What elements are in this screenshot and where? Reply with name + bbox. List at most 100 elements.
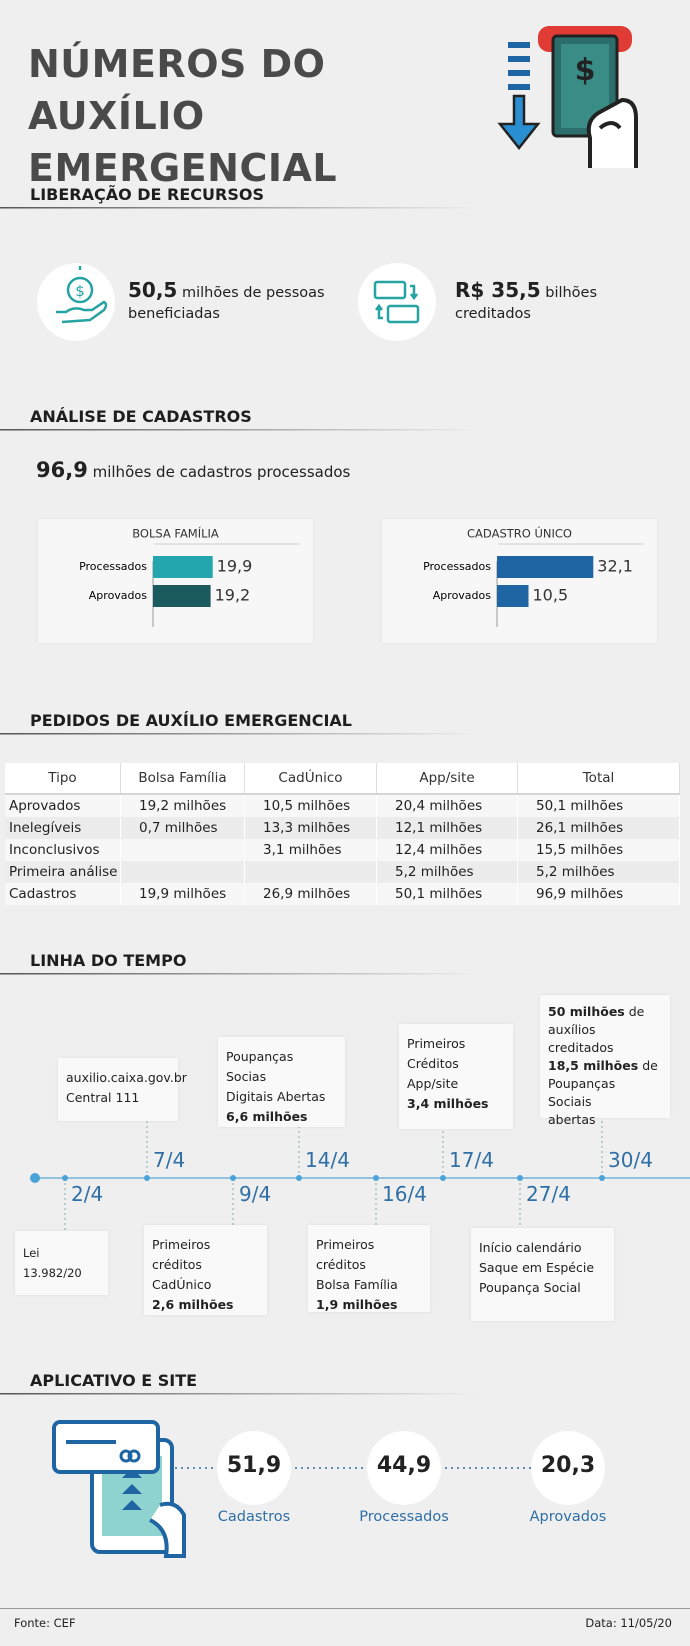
timeline-text: Poupanças Socias Digitais Abertas 6,6 milh… [226, 1047, 337, 1127]
timeline-date: 7/4 [153, 1148, 186, 1172]
stat-label: Cadastros [217, 1509, 291, 1525]
text-run: de [628, 1004, 645, 1019]
value-label: 10,5 [533, 586, 569, 605]
text-run: de [642, 1058, 658, 1073]
stat-circle [531, 1431, 605, 1505]
value-label: 19,9 [217, 557, 253, 576]
table-cell: Cadastros [5, 883, 121, 905]
table-cell: 13,3 milhões [245, 817, 377, 839]
text-run: Primeiros créditos [316, 1237, 375, 1272]
category-label: Processados [79, 560, 147, 573]
total-text: milhões de cadastros processados [92, 463, 351, 481]
stat-text: milhões de pessoas beneficiadas [128, 285, 325, 322]
timeline-date: 2/4 [71, 1182, 104, 1206]
stat-value: 44,9 [376, 1453, 432, 1478]
text-line: CadÚnico [152, 1275, 259, 1295]
stat-value: 51,9 [226, 1453, 282, 1478]
rule [0, 207, 480, 209]
stat-value: R$ 35,5 [455, 278, 541, 302]
timeline-dot [373, 1175, 379, 1181]
table-cell [121, 839, 245, 861]
table-cell: Inelegíveis [5, 817, 121, 839]
timeline-box: Primeiros créditos CadÚnico 2,6 milhões [144, 1225, 267, 1315]
timeline-date: 17/4 [449, 1148, 494, 1172]
timeline-dot [517, 1175, 523, 1181]
timeline-date: 16/4 [382, 1182, 427, 1206]
table-cell: 50,1 milhões [518, 795, 680, 817]
section-heading: ANÁLISE DE CADASTROS [30, 407, 252, 426]
timeline-box: Início calendário Saque em Espécie Poupanç… [471, 1228, 614, 1321]
text-line: abertas [548, 1111, 662, 1129]
rule [0, 1608, 690, 1609]
text-run: Saque em Espécie [479, 1260, 595, 1275]
table-cell: 15,5 milhões [518, 839, 680, 861]
rule [0, 973, 480, 975]
timeline-dot [230, 1175, 236, 1181]
table-header: Total [518, 763, 680, 793]
timeline-text: Primeiros Créditos App/site 3,4 milhões [407, 1034, 505, 1114]
timeline-box: auxilio.caixa.gov.br Central 111 [58, 1058, 187, 1121]
timeline-dot [144, 1175, 150, 1181]
category-label: Aprovados [89, 589, 147, 602]
text-run: Início calendário [479, 1240, 582, 1255]
text-line: 50 milhões de [548, 1003, 662, 1021]
table-cell: 0,7 milhões [121, 817, 245, 839]
timeline-box: Primeiros créditos Bolsa Família 1,9 milhõ… [308, 1225, 430, 1312]
stat-circle [217, 1431, 291, 1505]
text-line: 18,5 milhões de [548, 1057, 662, 1075]
bar [153, 556, 213, 578]
chart-title: CADASTRO ÚNICO [467, 526, 572, 541]
table-header: Tipo [5, 763, 121, 793]
source: Fonte: CEF [14, 1616, 76, 1630]
text-run: Central 111 [66, 1090, 140, 1105]
text-run: 1,9 milhões [316, 1297, 398, 1312]
table-header: Bolsa Família [121, 763, 245, 793]
text-line: Poupanças Socias [226, 1047, 337, 1087]
chart-box [38, 519, 313, 643]
table-cell: 20,4 milhões [377, 795, 518, 817]
text-line: 6,6 milhões [226, 1107, 337, 1127]
text-run: Primeiros [407, 1036, 466, 1051]
text-run: Digitais Abertas [226, 1089, 326, 1104]
text-line: Bolsa Família [316, 1275, 422, 1295]
text-line: Início calendário [479, 1238, 606, 1258]
text-line: Primeiros créditos [152, 1235, 259, 1275]
section-heading: PEDIDOS DE AUXÍLIO EMERGENCIAL [30, 711, 352, 730]
table-cell: 10,5 milhões [245, 795, 377, 817]
table-header: CadÚnico [245, 763, 377, 793]
text-line: Digitais Abertas [226, 1087, 337, 1107]
text-run: Créditos App/site [407, 1056, 459, 1091]
text-line: Poupanças Sociais [548, 1075, 662, 1111]
table-cell: 12,4 milhões [377, 839, 518, 861]
rule [0, 733, 480, 735]
text-run: auxilio.caixa.gov.br [66, 1070, 187, 1085]
text-line: auxílios creditados [548, 1021, 662, 1057]
section-heading: APLICATIVO E SITE [30, 1371, 198, 1390]
svg-text:$: $ [75, 282, 85, 300]
timeline-dot [296, 1175, 302, 1181]
timeline-date: 14/4 [305, 1148, 350, 1172]
timeline-date: 9/4 [239, 1182, 272, 1206]
beneficiary-icon: $ [37, 263, 115, 341]
timeline-text: auxilio.caixa.gov.br Central 111 [66, 1068, 187, 1108]
table-cell: 50,1 milhões [377, 883, 518, 905]
text-line: Saque em Espécie [479, 1258, 606, 1278]
text-line: 2,6 milhões [152, 1295, 259, 1315]
table-cell [245, 861, 377, 883]
table-cell: 26,1 milhões [518, 817, 680, 839]
stat: R$ 35,5 bilhões creditados [455, 280, 605, 325]
money-icon [358, 263, 436, 341]
table-shadow [5, 793, 680, 795]
bar [153, 585, 211, 607]
value-label: 32,1 [597, 557, 633, 576]
timeline-text: Início calendário Saque em Espécie Poupanç… [479, 1238, 606, 1298]
stat-value: 20,3 [540, 1453, 596, 1478]
header-icon: $ [497, 26, 638, 168]
table-cell: Inconclusivos [5, 839, 121, 861]
section-heading: LIBERAÇÃO DE RECURSOS [30, 185, 265, 204]
timeline-text: Primeiros créditos Bolsa Família 1,9 milhõ… [316, 1235, 422, 1315]
text-line: 3,4 milhões [407, 1094, 505, 1114]
